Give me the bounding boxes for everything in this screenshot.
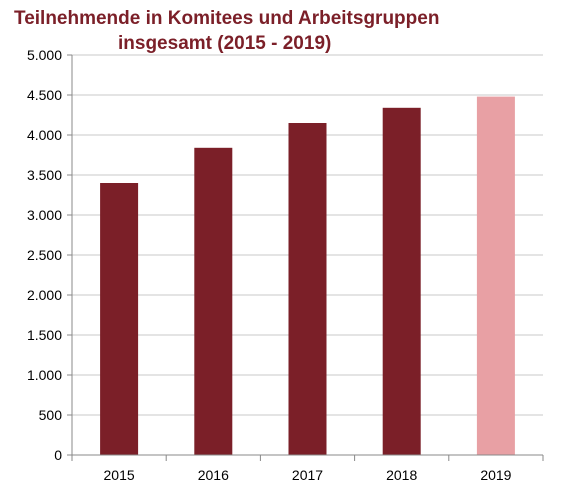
x-tick-label: 2015	[104, 467, 135, 483]
x-tick-label: 2017	[292, 467, 323, 483]
y-tick-label: 1.000	[27, 367, 62, 383]
y-tick-label: 3.000	[27, 207, 62, 223]
y-axis-ticks: 0 500 1.000 1.500 2.000 2.500 3.000 3.500 4.000 4…	[27, 47, 72, 463]
y-tick-label: 2.500	[27, 247, 62, 263]
y-tick-label: 2.000	[27, 287, 62, 303]
x-axis-ticks: 2015 2016 2017 2018 2019	[104, 467, 512, 483]
bar-2015	[100, 183, 139, 455]
y-tick-label: 0	[54, 447, 62, 463]
axes	[71, 55, 544, 461]
y-tick-label: 500	[39, 407, 63, 423]
y-tick-label: 5.000	[27, 47, 62, 63]
y-tick-label: 3.500	[27, 167, 62, 183]
x-tick-label: 2019	[480, 467, 511, 483]
y-tick-label: 1.500	[27, 327, 62, 343]
bar-2019	[476, 96, 515, 455]
x-tick-label: 2018	[386, 467, 417, 483]
bars	[100, 96, 515, 456]
y-tick-label: 4.500	[27, 87, 62, 103]
chart-title-line1: Teilnehmende in Komitees und Arbeitsgrup…	[14, 8, 440, 29]
y-tick-label: 4.000	[27, 127, 62, 143]
bar-2016	[194, 147, 233, 456]
x-tick-label: 2016	[198, 467, 229, 483]
chart-title-line2: insgesamt (2015 - 2019)	[118, 33, 332, 54]
bar-2018	[382, 107, 421, 456]
bar-2017	[288, 123, 327, 455]
